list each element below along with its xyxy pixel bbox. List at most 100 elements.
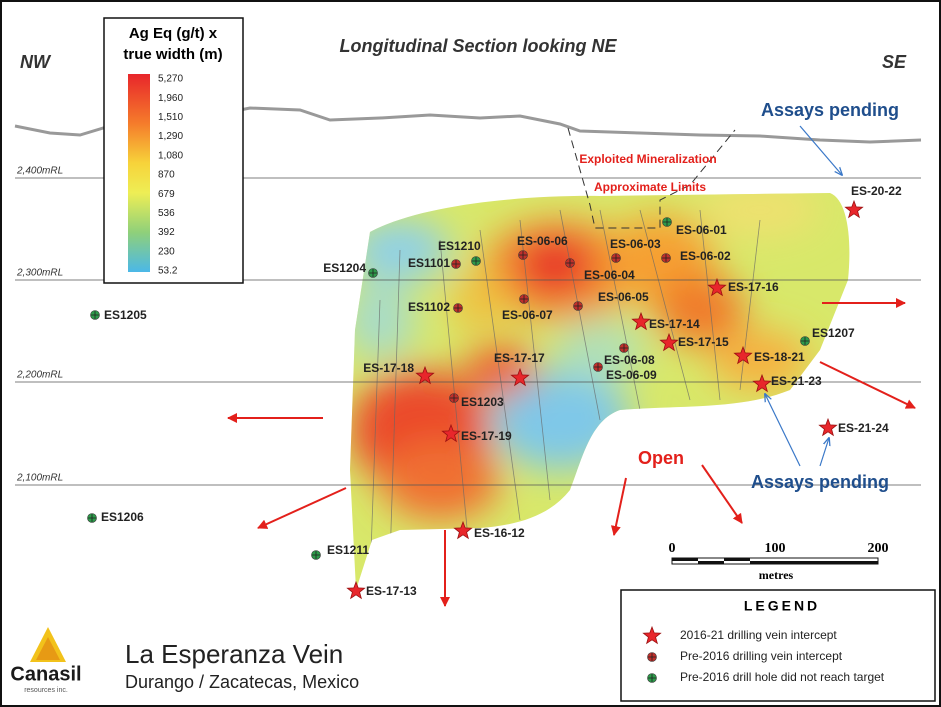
annotation: Open — [638, 448, 684, 468]
hole-label: ES1206 — [101, 510, 144, 524]
star-marker — [510, 367, 530, 387]
drill-hole: ES1102 — [408, 300, 463, 314]
scale-tick: 100 — [765, 541, 786, 556]
hole-label: ES-17-15 — [678, 335, 729, 349]
title: Longitudinal Section looking NE — [340, 36, 618, 56]
drill-hole: ES-06-01 — [662, 217, 727, 237]
hole-label: ES-21-24 — [838, 421, 889, 435]
hole-label: ES-18-21 — [754, 350, 805, 364]
drill-hole: ES-17-15 — [659, 332, 729, 352]
dot-cross — [662, 254, 670, 262]
dot-cross — [663, 218, 671, 226]
color-scale-title: Ag Eq (g/t) x — [129, 25, 218, 42]
hole-label: ES-17-17 — [494, 351, 545, 365]
scale-tick: 200 — [868, 541, 889, 556]
logo — [30, 627, 66, 662]
annotation: Approximate Limits — [594, 180, 706, 194]
drill-hole: ES1204 — [323, 261, 378, 278]
hole-label: ES1203 — [461, 395, 504, 409]
open-arrows — [227, 298, 916, 607]
drill-hole: ES-06-05 — [573, 290, 649, 311]
hole-label: ES-06-09 — [606, 368, 657, 382]
hole-label: ES-17-19 — [461, 429, 512, 443]
star-marker — [844, 199, 864, 219]
drill-hole: ES-18-21 — [733, 345, 805, 365]
color-scale-label: 536 — [158, 208, 175, 219]
dot-cross — [454, 304, 462, 312]
drill-hole: ES-06-06 — [517, 234, 568, 260]
scale-bar — [671, 557, 879, 565]
logo-subtext: resources inc. — [24, 687, 68, 694]
hole-label: ES-06-07 — [502, 308, 553, 322]
scale-tick: 0 — [669, 541, 676, 556]
drill-hole: ES1210 — [438, 239, 481, 266]
drill-hole: ES1207 — [800, 326, 855, 346]
star-marker — [818, 417, 838, 437]
color-scale-label: 53.2 — [158, 266, 178, 277]
scale-unit: metres — [759, 568, 794, 582]
drill-hole: ES-17-19 — [441, 423, 512, 443]
hole-label: ES-06-06 — [517, 234, 568, 248]
drill-hole: ES-06-03 — [610, 237, 661, 263]
elevation-label: 2,200mRL — [16, 370, 63, 381]
hole-label: ES1205 — [104, 308, 147, 322]
legend-label: Pre-2016 drill hole did not reach target — [680, 670, 885, 684]
dot-cross — [472, 257, 480, 265]
dot-cross — [801, 337, 809, 345]
direction-se: SE — [882, 52, 907, 72]
hole-label: ES-06-04 — [584, 268, 635, 282]
hole-label: ES-06-02 — [680, 249, 731, 263]
dot-cross — [612, 254, 620, 262]
drill-hole: ES-06-09 — [593, 362, 657, 382]
elevation-label: 2,400mRL — [16, 166, 63, 177]
dot-cross — [369, 269, 377, 277]
star-marker — [631, 311, 651, 331]
dot-cross — [648, 653, 656, 661]
color-scale-label: 230 — [158, 246, 175, 257]
annotation: Assays pending — [761, 100, 899, 120]
hole-label: ES1207 — [812, 326, 855, 340]
hole-label: ES-17-18 — [363, 361, 414, 375]
drill-hole: ES-16-12 — [453, 520, 525, 540]
annotation: Assays pending — [751, 472, 889, 492]
hole-label: ES-17-14 — [649, 317, 700, 331]
dot-cross — [519, 251, 527, 259]
drill-hole: ES-21-24 — [818, 417, 889, 437]
star-marker — [733, 345, 753, 365]
star-marker — [752, 373, 772, 393]
hole-label: ES-06-05 — [598, 290, 649, 304]
color-scale-title: true width (m) — [123, 46, 222, 63]
star-marker — [415, 365, 435, 385]
hole-label: ES1204 — [323, 261, 366, 275]
dot-cross — [594, 363, 602, 371]
color-bar — [128, 74, 150, 272]
color-scale-label: 5,270 — [158, 74, 183, 85]
drill-hole: ES1206 — [87, 510, 144, 524]
star-marker — [453, 520, 473, 540]
pending-arrows — [765, 125, 842, 467]
hole-label: ES-06-08 — [604, 353, 655, 367]
drill-hole: ES-06-04 — [565, 258, 635, 282]
drill-hole: ES-06-02 — [661, 249, 731, 263]
legend-label: 2016-21 drilling vein intercept — [680, 628, 837, 642]
legend-label: Pre-2016 drilling vein intercept — [680, 649, 843, 663]
drill-hole: ES-20-22 — [844, 184, 902, 219]
dot-cross — [312, 551, 320, 559]
legend-box — [620, 589, 936, 702]
dot-cross — [88, 514, 96, 522]
drill-hole: ES-06-08 — [604, 343, 655, 367]
dot-cross — [648, 674, 656, 682]
drill-hole: ES-17-13 — [346, 580, 417, 600]
color-scale-label: 679 — [158, 189, 175, 200]
footer-subtitle: Durango / Zacatecas, Mexico — [125, 672, 359, 692]
elevation-label: 2,100mRL — [16, 473, 63, 484]
annotation: Exploited Mineralization — [579, 152, 716, 166]
dot-cross — [566, 259, 574, 267]
color-scale-label: 1,960 — [158, 93, 183, 104]
color-scale-label: 1,290 — [158, 131, 183, 142]
drill-hole: ES1205 — [90, 308, 147, 322]
hole-label: ES-16-12 — [474, 526, 525, 540]
drill-hole: ES-21-23 — [752, 373, 822, 393]
hole-label: ES1210 — [438, 239, 481, 253]
